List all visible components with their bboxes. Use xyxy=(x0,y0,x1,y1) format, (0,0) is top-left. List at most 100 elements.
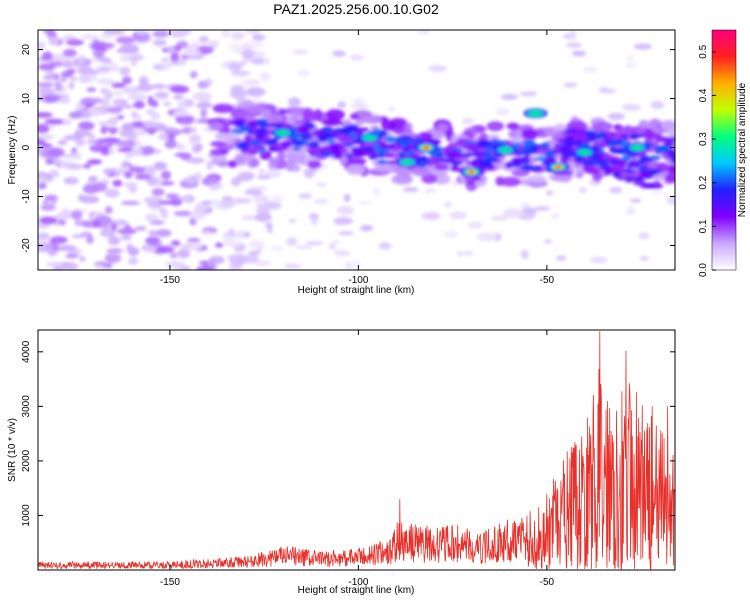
heatmap-cell xyxy=(564,128,577,134)
heatmap-cell xyxy=(644,128,654,140)
heatmap-cell xyxy=(100,146,111,156)
heatmap-cell xyxy=(38,176,54,184)
heatmap-cell xyxy=(377,152,385,159)
heatmap-cell xyxy=(195,202,209,212)
heatmap-cell xyxy=(57,56,76,62)
heatmap-cell xyxy=(59,75,67,83)
heatmap-cell xyxy=(513,142,520,149)
heatmap-cell xyxy=(373,143,380,151)
heatmap-cell xyxy=(38,135,50,140)
heatmap-cell xyxy=(252,34,266,41)
heatmap-cell xyxy=(608,156,621,161)
heatmap-cell xyxy=(633,43,652,50)
heatmap-cell xyxy=(201,200,213,205)
heatmap-cell xyxy=(606,131,623,140)
snr-ticks: -150 -100 -50 1000 2000 3000 4000 xyxy=(21,330,675,588)
heatmap-cell xyxy=(423,146,430,150)
heatmap-cell xyxy=(337,101,347,109)
heatmap-cell xyxy=(618,159,626,168)
colorbar-tick-label: 0.4 xyxy=(698,88,709,102)
heatmap-cell xyxy=(562,144,574,152)
heatmap-cell xyxy=(230,84,245,95)
heatmap-cell xyxy=(99,224,111,230)
heatmap-cell xyxy=(263,57,271,65)
heatmap-cell xyxy=(437,152,444,159)
heatmap-cell xyxy=(158,200,177,205)
heatmap-cell xyxy=(417,30,431,35)
heatmap-cell xyxy=(63,134,83,141)
y-tick-label: 0 xyxy=(21,144,32,150)
heatmap-cell xyxy=(316,182,328,187)
heatmap-cell xyxy=(190,127,198,134)
heatmap-cell xyxy=(476,158,485,166)
heatmap-cell xyxy=(82,163,92,169)
x-tick-label: -50 xyxy=(540,275,555,286)
heatmap-cell xyxy=(610,159,619,166)
heatmap-cell xyxy=(427,156,443,162)
heatmap-cell xyxy=(38,63,56,71)
heatmap-cell xyxy=(535,206,551,211)
heatmap-cell xyxy=(572,50,587,57)
heatmap-cell xyxy=(568,30,577,40)
heatmap-cell xyxy=(144,122,158,128)
heatmap-cell xyxy=(592,171,602,182)
heatmap-cell xyxy=(607,112,625,121)
heatmap-cell xyxy=(44,118,64,125)
figure-title: PAZ1.2025.256.00.10.G02 xyxy=(273,1,439,17)
heatmap-cell xyxy=(330,240,341,245)
heatmap-cell xyxy=(104,253,122,264)
heatmap-cell xyxy=(575,171,584,179)
heatmap-cell xyxy=(398,138,410,144)
heatmap-cell xyxy=(212,103,234,114)
heatmap-cell xyxy=(506,122,520,130)
heatmap-cell xyxy=(231,197,252,204)
heatmap-cell xyxy=(38,41,46,50)
heatmap-cell xyxy=(366,136,373,140)
heatmap-cell xyxy=(656,145,671,153)
heatmap-cell xyxy=(155,229,172,238)
heatmap-cell xyxy=(48,35,56,46)
heatmap-cell xyxy=(147,203,164,208)
heatmap-cell xyxy=(520,202,531,209)
heatmap-cell xyxy=(502,208,523,219)
heatmap-cell xyxy=(652,180,661,187)
heatmap-cell xyxy=(573,134,588,143)
heatmap-cell xyxy=(244,134,252,141)
heatmap-cell xyxy=(267,228,274,233)
heatmap-cell xyxy=(283,263,302,269)
heatmap-cell xyxy=(206,160,213,171)
heatmap-cell xyxy=(177,101,188,110)
heatmap-cell xyxy=(337,205,355,215)
heatmap-cell xyxy=(150,100,159,108)
heatmap-cell xyxy=(195,102,213,109)
heatmap-cell xyxy=(153,161,167,171)
heatmap-cell xyxy=(181,127,193,134)
heatmap-cell xyxy=(104,127,119,132)
colorbar: 0.0 0.1 0.2 0.3 0.4 0.5 Normalized spectral a… xyxy=(698,29,748,277)
heatmap-cell xyxy=(106,248,124,254)
heatmap-cell xyxy=(186,157,205,164)
heatmap-cell xyxy=(146,178,157,185)
heatmap-cell xyxy=(648,169,659,175)
heatmap-cell xyxy=(379,130,388,138)
heatmap-cell xyxy=(255,212,272,222)
heatmap-cell xyxy=(666,195,675,205)
heatmap-cell xyxy=(241,214,260,221)
heatmap-cell xyxy=(61,70,74,78)
heatmap-cell xyxy=(188,210,206,220)
heatmap-cell xyxy=(456,251,463,257)
heatmap-cell xyxy=(107,236,121,246)
heatmap-cell xyxy=(106,262,113,270)
heatmap-cell xyxy=(65,253,79,259)
heatmap-cell xyxy=(428,64,448,73)
heatmap-cell xyxy=(66,163,84,170)
heatmap-cell xyxy=(231,128,246,134)
heatmap-cell xyxy=(164,140,177,149)
heatmap-cell xyxy=(86,87,97,92)
heatmap-cell xyxy=(331,145,342,154)
heatmap-cell xyxy=(38,86,53,97)
heatmap-cell xyxy=(268,115,281,125)
heatmap-cell xyxy=(286,237,298,247)
